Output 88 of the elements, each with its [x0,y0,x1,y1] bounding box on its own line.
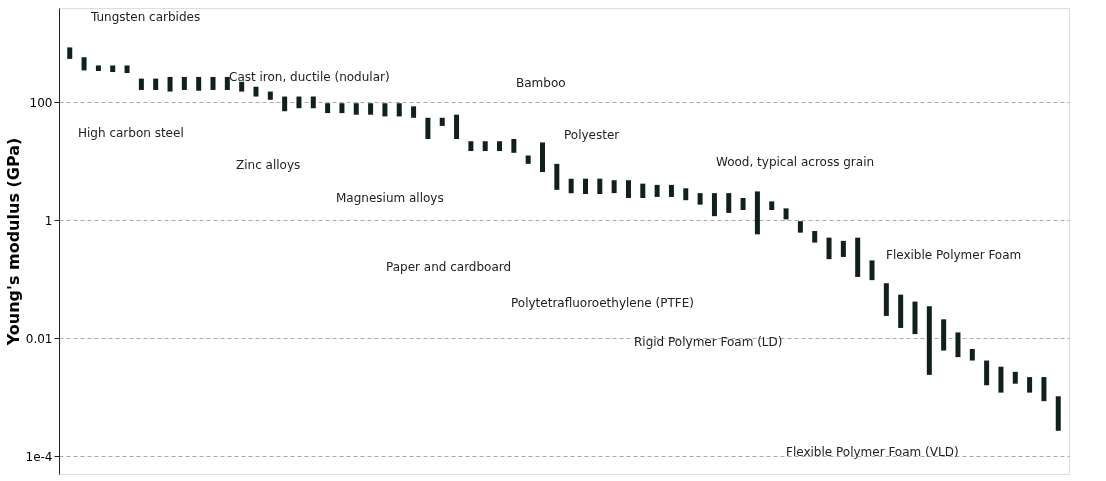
bar [224,76,230,90]
bar [468,141,474,152]
bar [582,178,588,195]
annotation: Wood, typical across grain [716,155,875,169]
bar [998,366,1004,393]
y-tick-label: 1 [44,213,53,228]
bar [783,208,789,220]
bar [497,141,503,152]
annotation: Flexible Polymer Foam [886,248,1022,262]
bar [110,65,116,73]
y-axis-title: Young's modulus (GPa) [3,137,23,347]
annotation: Polytetrafluoroethylene (PTFE) [511,296,694,310]
bar [869,260,875,281]
bar [668,184,674,197]
bar [883,283,889,316]
bar [840,240,846,257]
annotation: Bamboo [516,76,566,90]
bar [797,221,803,233]
bar [439,117,445,126]
bar [1012,371,1018,384]
bar [898,294,904,328]
annotation: Polyester [564,128,620,142]
annotation: Tungsten carbides [90,10,201,24]
bar [912,301,918,335]
bar [926,306,932,375]
bar [611,180,617,194]
bar [425,117,431,140]
bar [368,103,374,115]
bar [955,332,961,358]
bar [482,141,488,152]
bar [640,183,646,198]
annotation: Flexible Polymer Foam (VLD) [786,445,959,459]
bar [683,188,689,201]
bar [697,193,703,205]
y-tick-label: 0.01 [25,331,53,346]
bar [411,106,417,118]
bar [1027,377,1033,393]
bar [296,96,302,109]
bar [353,103,359,115]
bar [454,114,460,140]
bar [654,184,660,197]
bar [984,360,990,386]
bar [196,76,202,91]
annotation: Cast iron, ductile (nodular) [229,70,390,84]
bar [540,142,546,173]
bar [239,81,245,92]
bar [153,78,159,90]
y-tick-label: 100 [29,95,53,110]
bar [67,47,73,59]
bar [81,57,87,71]
y-tick-label: 1e-4 [25,449,53,464]
bar [568,178,574,194]
bar [181,76,187,90]
bar [726,193,732,213]
bar [1041,377,1047,402]
bar [855,237,861,277]
bar [511,139,517,153]
bar [969,348,975,361]
bar [124,65,130,73]
bar [554,163,560,190]
bar [95,65,101,71]
bar [1055,396,1061,431]
bar [754,191,760,235]
bar [282,96,288,112]
bar [812,231,818,243]
bar [267,91,273,100]
annotation: High carbon steel [78,126,184,140]
bar [210,76,216,90]
bar [769,201,775,211]
bar [740,197,746,211]
bar [826,237,832,260]
bar [597,178,603,195]
annotation: Paper and cardboard [386,260,512,274]
bar [138,78,144,90]
bar [325,103,331,114]
bar [339,103,345,114]
bar [382,103,388,117]
bar [310,96,316,109]
bar [525,155,531,164]
bar [711,193,717,217]
annotation: Zinc alloys [236,158,301,172]
bar [167,76,173,92]
annotation: Magnesium alloys [336,191,444,205]
bar [625,180,631,198]
bar [396,103,402,117]
annotation: Rigid Polymer Foam (LD) [634,335,783,349]
bar [941,319,947,351]
bar [253,86,259,97]
